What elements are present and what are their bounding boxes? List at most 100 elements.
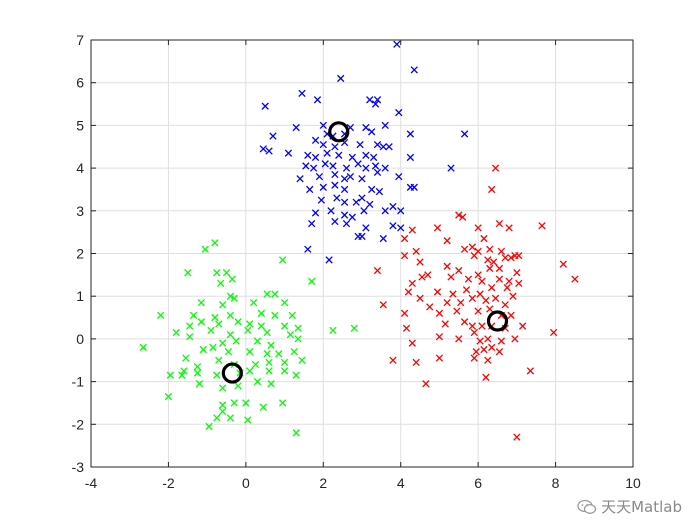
data-point bbox=[362, 224, 370, 232]
data-point bbox=[226, 330, 235, 339]
data-point bbox=[509, 292, 517, 300]
data-point bbox=[474, 271, 482, 279]
data-point bbox=[418, 273, 426, 281]
series-3 bbox=[139, 239, 358, 437]
y-tick-label: -1 bbox=[72, 374, 85, 390]
data-point bbox=[389, 202, 397, 211]
data-point bbox=[495, 219, 504, 228]
data-point bbox=[226, 292, 235, 300]
data-point bbox=[292, 123, 300, 132]
data-point bbox=[286, 330, 295, 339]
data-point bbox=[462, 286, 471, 294]
data-point bbox=[375, 187, 384, 196]
data-point bbox=[455, 211, 463, 219]
data-point bbox=[186, 333, 194, 341]
y-tick-label: -2 bbox=[72, 416, 85, 432]
data-point bbox=[350, 324, 358, 332]
data-point bbox=[406, 153, 415, 162]
data-point bbox=[476, 290, 484, 298]
data-point bbox=[246, 320, 254, 328]
data-point bbox=[313, 96, 322, 104]
data-point bbox=[259, 403, 267, 411]
data-point bbox=[269, 132, 277, 140]
data-point bbox=[381, 121, 389, 130]
data-point bbox=[360, 207, 368, 215]
data-point bbox=[373, 168, 382, 177]
data-point bbox=[278, 256, 287, 264]
data-point bbox=[400, 251, 409, 260]
data-point bbox=[222, 269, 231, 277]
centroid-marker bbox=[328, 121, 350, 143]
data-point bbox=[395, 108, 403, 117]
data-point bbox=[468, 294, 476, 302]
data-point bbox=[217, 279, 225, 288]
data-point bbox=[263, 350, 271, 358]
data-point bbox=[230, 294, 238, 302]
data-point bbox=[484, 356, 492, 364]
centroids bbox=[221, 121, 509, 384]
data-point bbox=[352, 198, 360, 206]
data-point bbox=[402, 324, 411, 332]
data-point bbox=[319, 140, 327, 149]
data-point bbox=[480, 234, 488, 243]
data-point bbox=[261, 102, 269, 110]
data-point bbox=[503, 284, 511, 292]
data-point bbox=[294, 335, 302, 343]
data-series bbox=[139, 40, 579, 441]
data-point bbox=[408, 226, 416, 234]
data-point bbox=[213, 269, 221, 277]
y-tick-label: 6 bbox=[76, 75, 84, 91]
data-point bbox=[280, 358, 289, 367]
data-point bbox=[571, 275, 579, 283]
data-point bbox=[284, 149, 293, 157]
data-point bbox=[211, 313, 219, 322]
data-point bbox=[309, 164, 318, 172]
y-tick-label: 2 bbox=[76, 246, 84, 262]
data-point bbox=[218, 401, 227, 409]
data-point bbox=[205, 422, 213, 431]
data-point bbox=[242, 399, 250, 407]
data-point bbox=[433, 288, 442, 296]
data-point bbox=[424, 271, 432, 279]
data-point bbox=[491, 294, 500, 302]
data-point bbox=[319, 121, 327, 130]
data-point bbox=[495, 348, 504, 356]
data-point bbox=[311, 153, 320, 162]
data-point bbox=[263, 290, 271, 298]
data-point bbox=[484, 256, 492, 264]
data-point bbox=[410, 66, 418, 74]
data-point bbox=[559, 260, 567, 268]
data-point bbox=[315, 172, 324, 181]
data-point bbox=[265, 367, 273, 375]
data-point bbox=[348, 213, 356, 221]
data-point bbox=[354, 160, 362, 168]
data-point bbox=[333, 194, 341, 202]
data-point bbox=[447, 164, 455, 172]
data-point bbox=[433, 224, 442, 232]
data-point bbox=[379, 234, 387, 243]
data-point bbox=[404, 288, 413, 296]
data-point bbox=[513, 269, 521, 277]
data-point bbox=[340, 198, 349, 206]
data-point bbox=[249, 298, 258, 307]
data-point bbox=[412, 358, 420, 367]
data-point bbox=[209, 343, 217, 352]
data-point bbox=[327, 207, 335, 215]
data-point bbox=[280, 298, 289, 307]
data-point bbox=[549, 328, 558, 337]
data-point bbox=[280, 322, 289, 330]
data-point bbox=[232, 337, 240, 345]
data-point bbox=[362, 151, 370, 159]
data-point bbox=[271, 311, 279, 320]
data-point bbox=[180, 367, 188, 375]
data-point bbox=[497, 337, 506, 345]
data-point bbox=[472, 348, 480, 356]
data-point bbox=[218, 301, 227, 309]
x-tick-label: 10 bbox=[625, 475, 641, 491]
data-point bbox=[486, 245, 494, 253]
data-point bbox=[513, 433, 521, 441]
data-point bbox=[460, 245, 469, 253]
data-point bbox=[186, 322, 194, 330]
data-point bbox=[507, 254, 515, 262]
data-point bbox=[331, 143, 339, 151]
